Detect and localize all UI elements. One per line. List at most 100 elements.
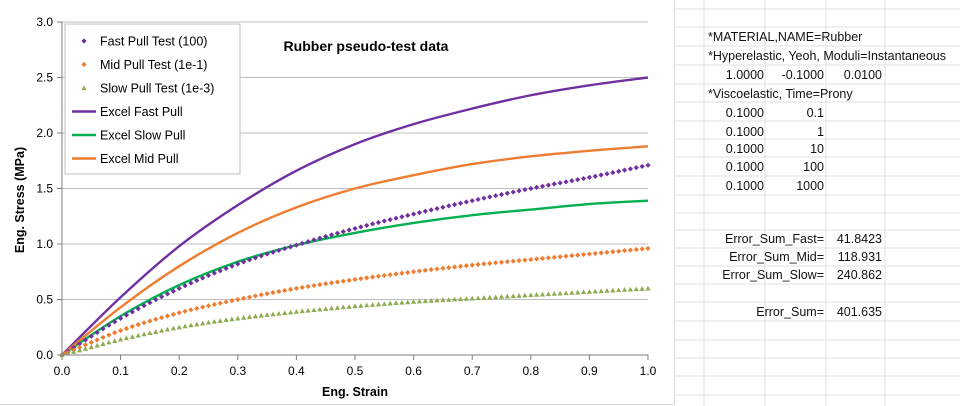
fast-pull-test-100-marker: [311, 237, 317, 243]
yeoh-coefficient-c30[interactable]: 0.0100: [843, 68, 882, 82]
prony-tau-cell[interactable]: 1: [817, 125, 824, 139]
error-label-fast[interactable]: Error_Sum_Fast=: [725, 232, 824, 246]
error-value-mid[interactable]: 118.931: [837, 250, 882, 264]
yeoh-coefficient-c10[interactable]: 1.0000: [725, 68, 764, 82]
fast-pull-test-100-marker: [627, 166, 634, 172]
mid-pull-test-1e-1-marker: [129, 323, 135, 330]
fast-pull-test-100-marker: [299, 240, 305, 246]
slow-pull-test-1e-3-marker: [334, 305, 341, 310]
chart-title: Rubber pseudo-test data: [284, 38, 449, 54]
slow-pull-test-1e-3-marker: [416, 298, 423, 304]
mid-pull-test-1e-1-marker: [399, 270, 405, 276]
slow-pull-test-1e-3-marker: [141, 331, 147, 337]
mid-pull-test-1e-1-marker: [387, 272, 393, 278]
fast-pull-test-100-marker: [557, 180, 563, 186]
y-tick-label: 0.0: [36, 348, 53, 362]
slow-pull-test-1e-3-marker: [545, 291, 551, 297]
slow-pull-test-1e-3-marker: [346, 304, 352, 309]
slow-pull-test-1e-3-marker: [241, 315, 247, 320]
slow-pull-test-1e-3-marker: [147, 330, 153, 336]
mid-pull-test-1e-1-marker: [270, 289, 276, 296]
error-total-value[interactable]: 401.635: [836, 305, 882, 319]
slow-pull-test-1e-3-marker: [621, 287, 628, 292]
fast-pull-test-100-marker: [616, 168, 622, 174]
fast-pull-test-100-marker: [76, 341, 83, 347]
slow-pull-test-1e-3-marker: [457, 296, 464, 302]
slow-pull-test-1e-3-marker: [633, 286, 639, 292]
prony-g-cell[interactable]: 0.1000: [725, 142, 764, 156]
mid-pull-test-1e-1-marker: [621, 248, 628, 254]
fast-pull-test-100-marker: [405, 212, 411, 219]
mid-pull-test-1e-1-marker: [422, 267, 428, 273]
mid-pull-test-1e-1-marker: [463, 263, 469, 269]
prony-g-cell[interactable]: 0.1000: [725, 179, 764, 193]
mid-pull-test-1e-1-marker: [223, 299, 229, 305]
mid-pull-test-1e-1-marker: [258, 292, 264, 298]
material-keyword[interactable]: *MATERIAL,NAME=Rubber: [708, 30, 863, 44]
mid-pull-test-1e-1-marker: [469, 262, 475, 268]
stress-strain-chart: 0.0 0.5 1.0 1.5 2.0 2.5 3.0 0.0 0.1 0.2 0.3 0.4 0.5 0…: [13, 15, 657, 399]
slow-pull-test-1e-3-marker: [387, 300, 393, 306]
slow-pull-test-1e-3-marker: [82, 346, 89, 351]
fast-pull-test-100-marker: [141, 303, 147, 309]
viscoelastic-keyword[interactable]: *Viscoelastic, Time=Prony: [708, 87, 853, 101]
prony-tau-cell[interactable]: 10: [810, 142, 824, 156]
slow-pull-test-1e-3-marker: [604, 288, 610, 293]
fast-pull-test-100-marker: [528, 185, 534, 192]
mid-pull-test-1e-1-marker: [235, 296, 241, 303]
axes: 0.0 0.5 1.0 1.5 2.0 2.5 3.0 0.0 0.1 0.2 0.3 0.4 0.5 0…: [36, 15, 656, 378]
mid-pull-test-1e-1-marker: [539, 255, 546, 262]
fast-pull-test-100-marker: [182, 283, 188, 289]
mid-pull-test-1e-1-marker: [645, 245, 651, 252]
fast-pull-test-100-marker: [164, 291, 171, 297]
mid-pull-test-1e-1-marker: [94, 337, 100, 343]
error-value-fast[interactable]: 41.8423: [836, 232, 882, 246]
chart-legend[interactable]: Fast Pull Test (100) Mid Pull Test (1e-1)…: [64, 23, 241, 175]
slow-pull-test-1e-3-marker: [246, 314, 253, 319]
fast-pull-test-100-marker: [375, 219, 382, 226]
fast-pull-test-100-marker: [604, 171, 610, 177]
prony-tau-cell[interactable]: 1000: [796, 179, 824, 193]
mid-pull-test-1e-1-marker: [205, 303, 212, 309]
mid-pull-test-1e-1-marker: [627, 247, 634, 253]
prony-tau-cell[interactable]: 0.1: [806, 106, 824, 120]
slow-pull-test-1e-3-marker: [586, 289, 592, 294]
fast-pull-test-100-marker: [217, 268, 223, 274]
excel-mid-pull-line: [61, 145, 649, 356]
slow-pull-test-1e-3-marker: [493, 294, 499, 300]
error-value-slow[interactable]: 240.862: [836, 268, 882, 282]
mid-pull-test-1e-1-marker: [434, 266, 440, 272]
hyperelastic-keyword[interactable]: *Hyperelastic, Yeoh, Moduli=Instantaneou…: [708, 49, 947, 63]
mid-pull-test-1e-1-marker: [575, 252, 581, 258]
slow-pull-test-1e-3-marker: [592, 288, 598, 294]
yeoh-coefficient-c20[interactable]: -0.1000: [781, 68, 824, 82]
fast-pull-test-100-marker: [205, 272, 212, 279]
mid-pull-test-1e-1-marker: [100, 334, 106, 341]
y-tick-label: 1.0: [36, 237, 53, 251]
mid-pull-test-1e-1-marker: [82, 342, 89, 348]
fast-pull-test-100-marker: [82, 337, 89, 343]
slow-pull-test-1e-3-marker: [76, 347, 83, 353]
chart-area[interactable]: 0.0 0.5 1.0 1.5 2.0 2.5 3.0 0.0 0.1 0.2 0.3 0.4 0.5 0…: [0, 0, 675, 405]
slow-pull-test-1e-3-marker: [645, 285, 651, 291]
slow-pull-test-1e-3-marker: [428, 298, 434, 303]
prony-g-cell[interactable]: 0.1000: [725, 106, 764, 120]
prony-g-cell[interactable]: 0.1000: [725, 160, 764, 174]
fast-pull-test-100-marker: [469, 198, 475, 204]
fast-pull-test-100-marker: [428, 207, 434, 213]
prony-g-cell[interactable]: 0.1000: [725, 125, 764, 139]
slow-pull-test-1e-3-marker: [463, 296, 469, 301]
mid-pull-test-1e-1-marker: [188, 307, 194, 313]
mid-pull-test-1e-1-marker: [580, 251, 587, 258]
prony-tau-cell[interactable]: 100: [803, 160, 824, 174]
fast-pull-test-100-marker: [534, 184, 540, 190]
mid-pull-test-1e-1-marker: [252, 293, 258, 299]
error-label-mid[interactable]: Error_Sum_Mid=: [729, 250, 824, 264]
error-total-label[interactable]: Error_Sum=: [756, 305, 824, 319]
fast-pull-test-100-marker: [563, 179, 569, 185]
mid-pull-test-1e-1-marker: [182, 308, 188, 314]
mid-pull-test-1e-1-marker: [346, 277, 352, 283]
error-label-slow[interactable]: Error_Sum_Slow=: [722, 268, 824, 282]
fast-pull-test-100-marker: [287, 244, 294, 250]
slow-pull-test-1e-3-marker: [258, 312, 264, 318]
